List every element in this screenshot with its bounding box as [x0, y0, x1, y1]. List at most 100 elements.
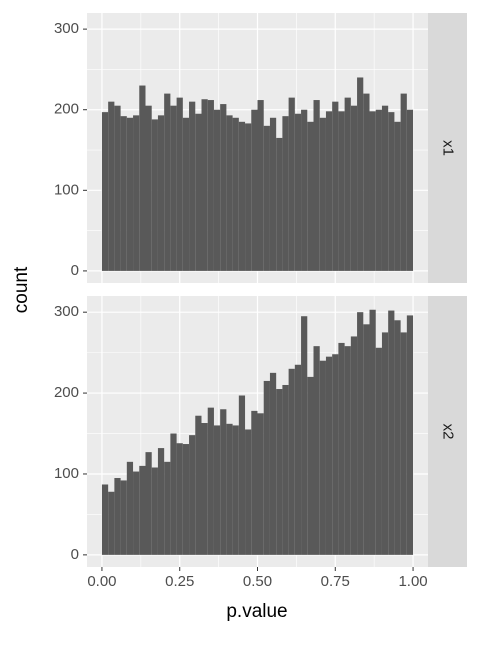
bar — [108, 491, 115, 555]
bar — [238, 395, 246, 555]
y-tick-label: 0 — [71, 546, 79, 563]
bar — [394, 121, 401, 271]
bar — [288, 368, 295, 555]
bar — [319, 360, 326, 555]
bar — [350, 105, 358, 271]
bar — [388, 112, 395, 271]
bar — [282, 384, 289, 555]
bar — [288, 97, 295, 271]
bar — [257, 413, 264, 555]
bar — [170, 105, 177, 271]
x-tick-label: 0.00 — [87, 573, 116, 590]
strip-background — [428, 13, 467, 283]
bar — [363, 324, 370, 555]
bar — [344, 97, 351, 271]
bar — [226, 423, 233, 555]
bar — [220, 409, 227, 555]
bar — [251, 410, 258, 555]
bar — [207, 407, 214, 555]
bar — [133, 115, 140, 271]
bar — [357, 312, 364, 555]
bar — [294, 113, 302, 271]
bar — [182, 444, 190, 555]
bar — [388, 310, 395, 555]
bar — [363, 93, 370, 271]
bar — [269, 117, 277, 271]
bar — [145, 105, 152, 271]
bar — [189, 435, 196, 555]
bar — [375, 347, 382, 555]
y-tick-label: 200 — [54, 384, 79, 401]
bar — [245, 123, 252, 271]
bar — [164, 93, 171, 271]
bar — [276, 137, 283, 271]
bar — [369, 111, 376, 271]
bar — [276, 389, 283, 555]
bar — [114, 478, 121, 555]
bar — [325, 356, 333, 555]
bar — [282, 116, 289, 271]
bar — [263, 380, 270, 555]
bar — [257, 100, 264, 271]
bar — [101, 484, 109, 555]
bar — [338, 111, 345, 271]
bar — [294, 364, 302, 555]
bar — [133, 471, 140, 555]
bar — [195, 415, 202, 555]
y-tick-label: 200 — [54, 101, 79, 118]
bar — [313, 100, 320, 271]
strip-background — [428, 296, 467, 567]
x-tick-label: 0.50 — [243, 573, 272, 590]
bar — [176, 443, 183, 555]
bar — [195, 113, 202, 271]
bar — [157, 448, 165, 555]
bar — [394, 320, 401, 555]
y-tick-label: 300 — [54, 303, 79, 320]
bar — [114, 105, 121, 271]
bar — [176, 97, 183, 271]
bar — [213, 109, 221, 271]
bar — [369, 309, 376, 555]
bar — [307, 376, 314, 555]
bar — [108, 101, 115, 271]
bar — [126, 461, 134, 555]
y-axis-title: count — [11, 266, 32, 313]
bar — [301, 316, 308, 555]
bar — [213, 425, 221, 555]
bar — [350, 336, 358, 555]
bar — [381, 105, 389, 271]
bar — [406, 109, 414, 271]
bar — [263, 125, 270, 271]
bar — [170, 433, 177, 555]
bar — [381, 332, 389, 555]
bar — [325, 111, 333, 271]
bar — [164, 461, 171, 555]
y-tick-label: 300 — [54, 20, 79, 37]
x-tick-label: 1.00 — [398, 573, 427, 590]
bar — [120, 480, 127, 555]
y-tick-label: 100 — [54, 465, 79, 482]
bar — [101, 112, 109, 271]
bar — [251, 109, 258, 271]
bar — [344, 346, 351, 555]
bar — [332, 101, 339, 271]
x-axis-title: p.value — [226, 601, 287, 622]
bar — [139, 465, 146, 555]
x-tick-label: 0.75 — [321, 573, 350, 590]
bar — [332, 354, 339, 555]
bar — [232, 117, 239, 271]
bar — [301, 109, 308, 271]
bar — [120, 116, 127, 271]
bar — [319, 117, 326, 271]
bar — [151, 467, 158, 555]
bar — [201, 423, 208, 555]
bar — [375, 109, 382, 271]
bar — [151, 119, 158, 271]
bar — [313, 346, 320, 555]
bar — [232, 425, 239, 555]
y-tick-label: 0 — [71, 262, 79, 279]
bar — [245, 429, 252, 555]
bar — [220, 104, 227, 271]
bar — [357, 77, 364, 271]
